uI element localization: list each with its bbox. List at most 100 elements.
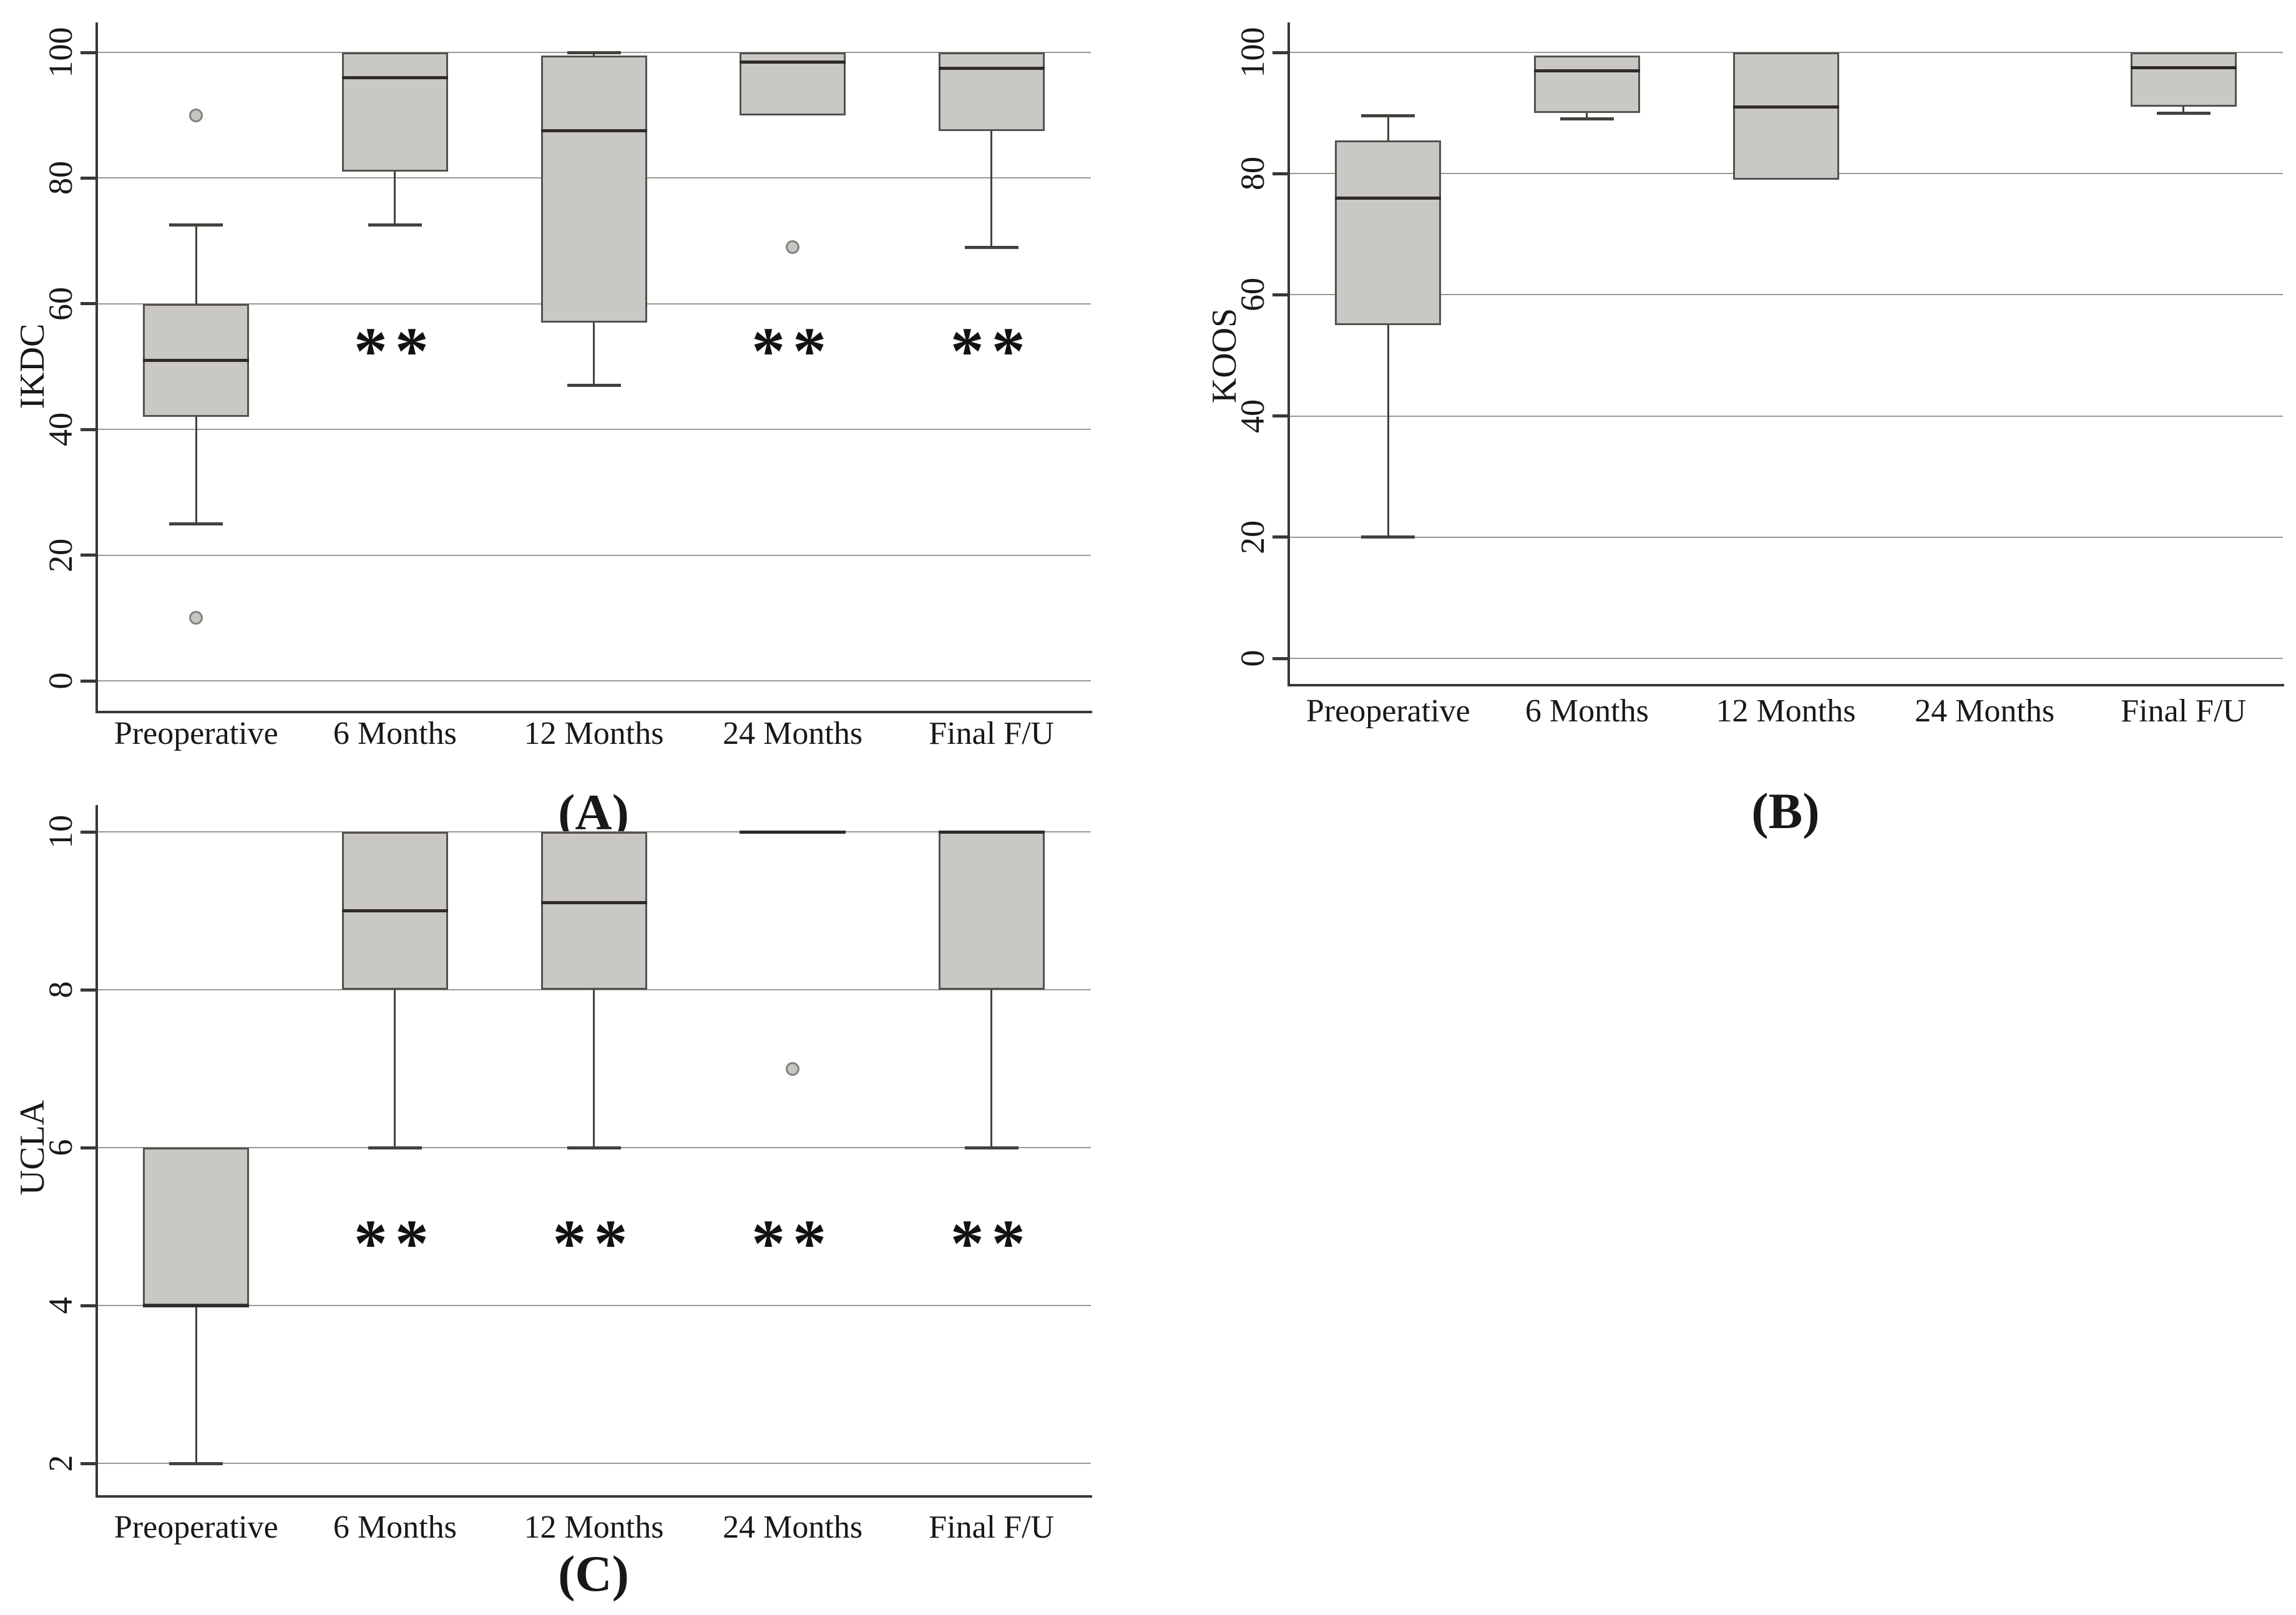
significance-marker: **: [751, 1206, 834, 1281]
y-tick-label: 10: [42, 815, 79, 849]
x-tick-label: Final F/U: [2121, 693, 2247, 729]
gridline: [1289, 658, 2283, 659]
outlier-point: [189, 611, 203, 625]
y-axis-tick: [81, 302, 97, 306]
y-axis-line: [1287, 22, 1290, 686]
significance-marker: **: [353, 1206, 436, 1281]
outlier-point: [189, 108, 203, 122]
upper-whisker: [593, 52, 595, 56]
median-line: [540, 129, 647, 133]
x-axis-line: [95, 711, 1092, 713]
y-axis-tick: [81, 1304, 97, 1307]
lower-whisker-cap: [368, 1146, 422, 1149]
median-line: [341, 909, 448, 912]
x-axis-line: [1287, 684, 2284, 686]
gridline: [1289, 536, 2283, 538]
median-line: [740, 830, 846, 834]
x-tick-label: 12 Months: [524, 716, 664, 751]
x-axis-line: [95, 1495, 1092, 1498]
median-line: [1335, 196, 1442, 200]
gridline: [97, 1463, 1091, 1464]
box: [1335, 140, 1442, 325]
upper-whisker-cap: [169, 223, 223, 227]
y-tick-label: 6: [42, 1139, 79, 1156]
box: [938, 52, 1045, 131]
significance-marker: **: [751, 314, 834, 389]
outlier-point: [786, 240, 800, 255]
box: [341, 52, 448, 172]
y-axis-tick: [81, 427, 97, 431]
significance-marker: **: [950, 314, 1033, 389]
panel-label: (C): [558, 1545, 629, 1602]
y-axis-tick: [81, 554, 97, 557]
y-tick-label: 2: [42, 1455, 79, 1472]
y-axis-tick: [81, 1461, 97, 1465]
box: [1732, 52, 1839, 180]
lower-whisker-cap: [567, 384, 621, 388]
lower-whisker: [195, 1305, 197, 1463]
x-tick-label: Preoperative: [114, 1510, 278, 1545]
median-line: [341, 76, 448, 79]
lower-whisker: [593, 990, 595, 1148]
lower-whisker: [195, 417, 197, 524]
y-axis-tick: [1273, 535, 1289, 539]
lower-whisker: [990, 990, 993, 1148]
lower-whisker-cap: [1361, 535, 1415, 539]
significance-marker: **: [552, 1206, 635, 1281]
median-line: [143, 1304, 250, 1307]
upper-whisker-cap: [1361, 114, 1415, 118]
box: [540, 56, 647, 323]
panel-label: (B): [1751, 783, 1820, 839]
box: [1533, 55, 1640, 114]
x-tick-label: 24 Months: [723, 716, 863, 751]
x-tick-label: 24 Months: [723, 1510, 863, 1545]
lower-whisker: [394, 172, 396, 225]
y-axis-tick: [1273, 172, 1289, 175]
box: [938, 832, 1045, 990]
upper-whisker-cap: [567, 51, 621, 54]
lower-whisker-cap: [1560, 117, 1614, 121]
x-tick-label: 6 Months: [1525, 693, 1649, 729]
x-tick-label: 6 Months: [333, 1510, 457, 1545]
gridline: [1289, 294, 2283, 296]
gridline: [1289, 415, 2283, 417]
y-axis-tick: [1273, 293, 1289, 296]
median-line: [2130, 66, 2237, 69]
lower-whisker-cap: [964, 1146, 1019, 1149]
y-axis-line: [95, 805, 98, 1498]
y-tick-label: 8: [42, 981, 79, 998]
y-axis-tick: [1273, 51, 1289, 54]
lower-whisker: [394, 990, 396, 1148]
upper-whisker: [1387, 115, 1389, 140]
y-axis-tick: [81, 1146, 97, 1149]
median-line: [540, 901, 647, 905]
x-tick-label: Final F/U: [929, 716, 1055, 751]
significance-marker: **: [950, 1206, 1033, 1281]
lower-whisker-cap: [169, 1461, 223, 1465]
y-tick-label: 4: [42, 1297, 79, 1314]
lower-whisker-cap: [567, 1146, 621, 1149]
lower-whisker: [990, 130, 993, 248]
x-tick-label: 12 Months: [1716, 693, 1856, 729]
y-axis-tick: [81, 176, 97, 180]
box: [2130, 52, 2237, 107]
lower-whisker: [1586, 113, 1588, 119]
lower-whisker-cap: [964, 245, 1019, 249]
y-axis-tick: [1273, 414, 1289, 418]
median-line: [938, 830, 1045, 834]
median-line: [1732, 105, 1839, 109]
lower-whisker-cap: [169, 522, 223, 525]
median-line: [143, 358, 250, 362]
x-tick-label: 24 Months: [1915, 693, 2055, 729]
gridline: [97, 680, 1091, 681]
box: [540, 832, 647, 990]
y-axis-tick: [81, 51, 97, 54]
x-tick-label: 12 Months: [524, 1510, 664, 1545]
median-line: [740, 60, 846, 64]
